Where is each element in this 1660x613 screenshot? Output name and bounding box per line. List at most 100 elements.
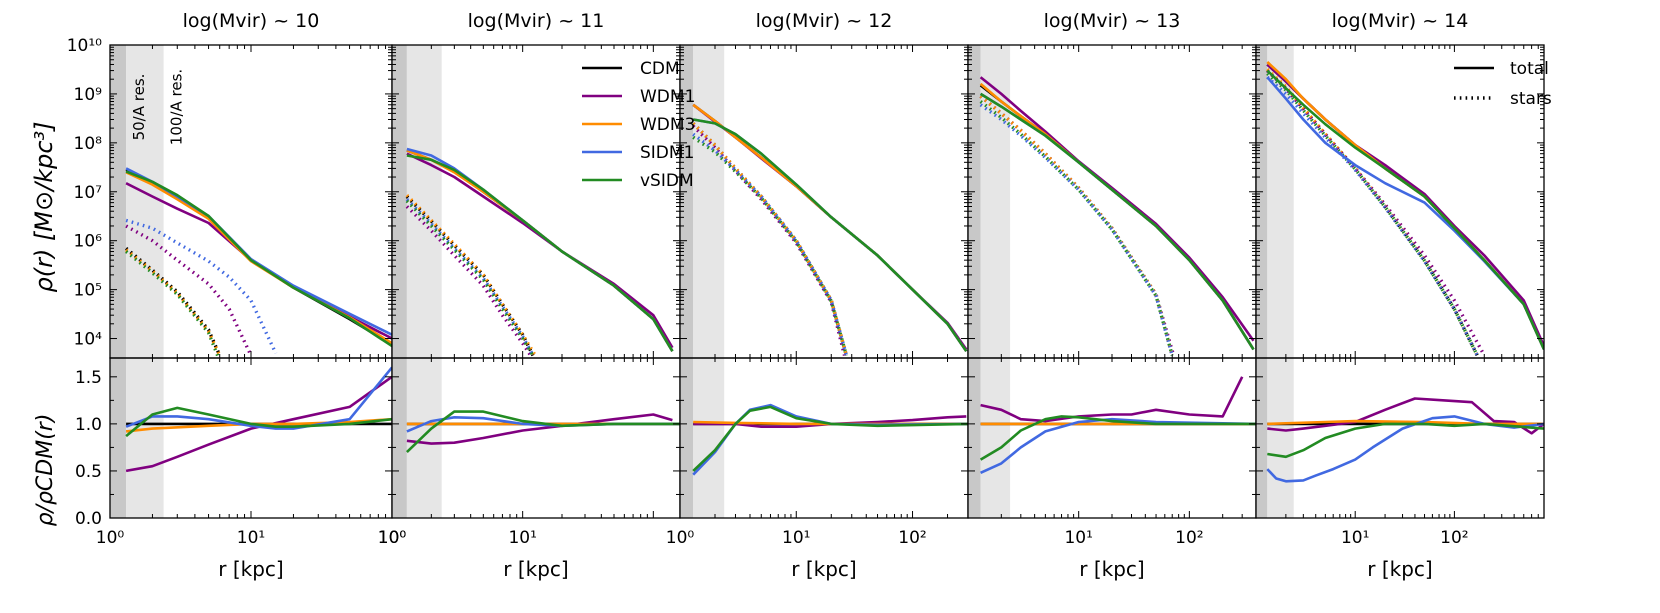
top-y-tick-label: 10¹⁰ xyxy=(67,36,102,56)
res-band-outer xyxy=(1267,358,1294,518)
top-y-tick-label: 10⁷ xyxy=(74,183,103,203)
res-band-inner xyxy=(110,45,127,358)
panel-lines xyxy=(405,147,680,454)
x-axis-label: r [kpc] xyxy=(1079,557,1144,581)
total-line-sidm1 xyxy=(979,92,1255,351)
x-tick-label: 10⁰ xyxy=(96,528,125,548)
res-label-50: 50/A res. xyxy=(130,74,148,141)
top-axes-frame xyxy=(967,44,1257,359)
panel-1: 50/A res. 100/A res. log(Mvir) ~ 10 10⁰ 10¹ 1… xyxy=(67,10,407,581)
legend-label-vsidm: vSIDM xyxy=(640,171,694,191)
total-line-wdm1 xyxy=(1266,63,1544,347)
bottom-y-tick-label: 1.0 xyxy=(75,415,102,435)
stars-line-sidm1 xyxy=(405,198,535,357)
x-axis-label: r [kpc] xyxy=(791,557,856,581)
panel-lines xyxy=(125,167,392,473)
x-tick-label: 10¹ xyxy=(1064,528,1092,548)
res-band-inner xyxy=(392,45,407,358)
stars-line-wdm1 xyxy=(405,205,533,357)
panel-title: log(Mvir) ~ 13 xyxy=(1044,10,1181,32)
ratio-line-wdm1 xyxy=(1267,397,1544,435)
panel-4: log(Mvir) ~ 13 10¹ 10² r [kpc] xyxy=(967,10,1257,581)
axis-labels: ρ(r) [M⊙/kpc³] ρ/ρCDM(r) xyxy=(30,121,58,526)
stars-line-sidm1 xyxy=(1266,75,1479,357)
x-tick-label: 10¹ xyxy=(237,528,265,548)
res-band-outer xyxy=(693,358,725,518)
ratio-line-vsidm xyxy=(125,406,392,438)
total-line-vsidm xyxy=(125,170,392,348)
total-line-vsidm xyxy=(979,92,1255,351)
ratio-line-vsidm xyxy=(692,405,968,472)
panel-lines xyxy=(979,76,1256,474)
stars-line-wdm3 xyxy=(979,94,1174,356)
x-axis-label: r [kpc] xyxy=(1367,557,1432,581)
total-line-wdm1 xyxy=(692,103,968,351)
ratio-line-wdm1 xyxy=(406,413,673,445)
panel-title: log(Mvir) ~ 14 xyxy=(1332,10,1469,32)
panel-title: log(Mvir) ~ 10 xyxy=(183,10,320,32)
top-y-tick-label: 10⁵ xyxy=(74,281,102,301)
total-line-wdm3 xyxy=(979,82,1255,351)
top-axes-frame xyxy=(1255,44,1545,359)
res-band-inner xyxy=(392,358,407,518)
legend-models: CDM WDM1 WDM3 SIDM1 vSIDM xyxy=(582,59,695,191)
stars-line-wdm1 xyxy=(1266,69,1486,357)
panel-5: log(Mvir) ~ 14 10¹ 10² r [kpc] xyxy=(1255,10,1545,581)
bottom-ylabel: ρ/ρCDM(r) xyxy=(33,414,58,527)
x-tick-label: 10⁰ xyxy=(378,528,407,548)
res-band-inner xyxy=(110,358,127,518)
res-band-outer xyxy=(406,358,442,518)
stars-line-wdm3 xyxy=(405,194,537,357)
ratio-line-wdm1 xyxy=(125,375,392,473)
legend-label-total: total xyxy=(1510,59,1549,79)
total-line-cdm xyxy=(692,103,968,352)
total-line-wdm1 xyxy=(406,152,674,349)
legend-label-stars: stars xyxy=(1510,89,1552,109)
legend-label-cdm: CDM xyxy=(640,59,680,79)
res-band-outer xyxy=(980,358,1011,518)
ratio-line-sidm1 xyxy=(692,403,968,476)
res-band-inner xyxy=(680,358,694,518)
stars-line-wdm1 xyxy=(692,124,847,356)
legend-styles: total stars xyxy=(1454,59,1552,109)
x-tick-label: 10¹ xyxy=(508,528,536,548)
res-band-outer xyxy=(693,45,725,358)
res-band-outer xyxy=(126,358,164,518)
ratio-line-vsidm xyxy=(979,415,1256,461)
total-line-wdm3 xyxy=(406,149,674,352)
top-y-tick-label: 10⁸ xyxy=(74,134,103,154)
x-tick-label: 10² xyxy=(1175,528,1203,548)
x-tick-label: 10² xyxy=(1440,528,1468,548)
bottom-y-tick-label: 1.5 xyxy=(75,368,102,388)
legend-label-wdm1: WDM1 xyxy=(640,87,695,107)
total-line-vsidm xyxy=(1266,69,1544,350)
ratio-line-sidm1 xyxy=(125,366,392,430)
panel-3: log(Mvir) ~ 12 10⁰ 10¹ 10² r [kpc] xyxy=(666,10,969,581)
top-y-tick-label: 10⁶ xyxy=(74,232,103,252)
total-line-wdm3 xyxy=(1266,61,1544,350)
total-line-sidm1 xyxy=(406,147,674,352)
ratio-line-vsidm xyxy=(1267,422,1544,459)
stars-line-sidm1 xyxy=(979,103,1174,356)
top-ylabel: ρ(r) [M⊙/kpc³] xyxy=(30,121,58,292)
top-y-tick-label: 10⁴ xyxy=(74,330,103,350)
x-tick-label: 10² xyxy=(898,528,926,548)
res-label-100: 100/A res. xyxy=(168,69,186,145)
res-band-inner xyxy=(680,45,694,358)
stars-line-wdm1 xyxy=(125,224,253,357)
panel-lines xyxy=(1266,61,1544,483)
res-band-outer xyxy=(980,45,1011,358)
ratio-line-wdm1 xyxy=(980,376,1244,423)
res-band-inner xyxy=(1256,358,1268,518)
total-line-wdm3 xyxy=(692,103,968,352)
bottom-axes-frame xyxy=(1255,357,1545,519)
legend-label-sidm1: SIDM1 xyxy=(640,143,694,163)
res-band-inner xyxy=(968,358,981,518)
stars-line-cdm xyxy=(405,195,535,357)
x-axis-label: r [kpc] xyxy=(218,557,283,581)
ratio-line-vsidm xyxy=(405,410,680,454)
top-y-tick-label: 10⁹ xyxy=(74,85,103,105)
bottom-y-tick-label: 0.5 xyxy=(75,462,102,482)
stars-line-vsidm xyxy=(405,199,535,357)
total-line-cdm xyxy=(979,84,1255,351)
